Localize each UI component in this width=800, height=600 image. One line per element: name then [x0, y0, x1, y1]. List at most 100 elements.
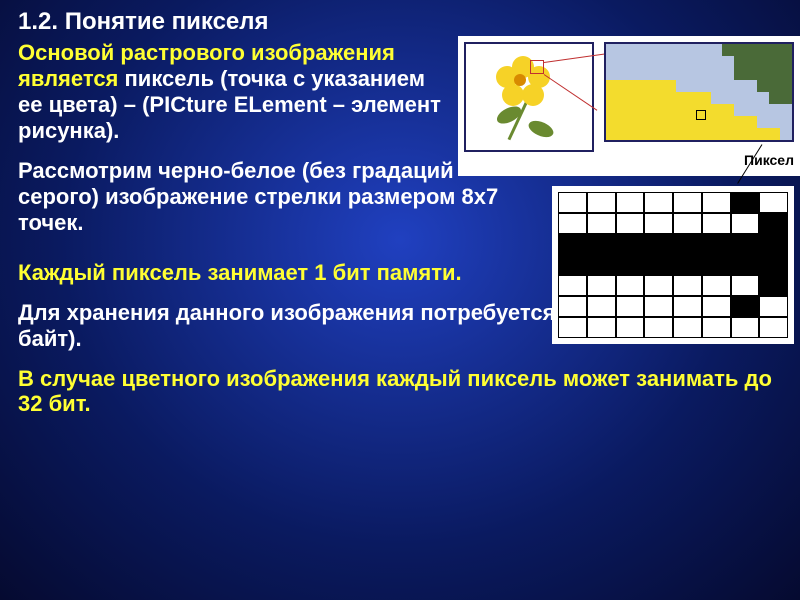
pixel-cell — [780, 92, 792, 104]
bitmap-cell — [731, 296, 760, 317]
sample-region-box — [530, 60, 544, 74]
petal — [522, 84, 544, 106]
bitmap-cell — [587, 255, 616, 276]
pixel-cell — [687, 44, 699, 56]
pixel-cell — [780, 116, 792, 128]
pixel-label: Пиксел — [744, 152, 794, 168]
bitmap-cell — [558, 255, 587, 276]
pixel-cell — [711, 104, 723, 116]
pixel-cell — [653, 128, 665, 140]
pixel-cell — [629, 68, 641, 80]
pixel-cell — [780, 68, 792, 80]
pixel-cell — [629, 104, 641, 116]
pixel-sample-box — [696, 110, 706, 120]
section-title: 1.2. Понятие пикселя — [18, 8, 786, 36]
pixel-cell — [618, 92, 630, 104]
bitmap-cell — [587, 275, 616, 296]
bitmap-cell — [644, 275, 673, 296]
pixel-cell — [606, 116, 618, 128]
bitmap-cell — [558, 213, 587, 234]
pixel-cell — [734, 128, 746, 140]
bitmap-cell — [702, 296, 731, 317]
pixel-cell — [618, 80, 630, 92]
pixel-cell — [699, 44, 711, 56]
pixel-cell — [699, 68, 711, 80]
pixel-cell — [757, 56, 769, 68]
bitmap-cell — [587, 296, 616, 317]
bitmap-cell — [644, 296, 673, 317]
zoom-panel — [604, 42, 794, 142]
pixel-cell — [757, 44, 769, 56]
bitmap-cell — [644, 213, 673, 234]
pixel-cell — [746, 92, 758, 104]
pixel-cell — [606, 92, 618, 104]
pixel-cell — [769, 44, 781, 56]
pixel-cell — [746, 56, 758, 68]
pixel-cell — [757, 68, 769, 80]
pixel-cell — [711, 68, 723, 80]
pixel-cell — [606, 44, 618, 56]
pixel-cell — [746, 68, 758, 80]
pixel-cell — [734, 116, 746, 128]
bitmap-cell — [731, 317, 760, 338]
pixel-cell — [629, 92, 641, 104]
pixel-cell — [606, 68, 618, 80]
pixel-cell — [676, 116, 688, 128]
pixel-cell — [641, 56, 653, 68]
pixel-cell — [746, 128, 758, 140]
bitmap-cell — [673, 213, 702, 234]
pixel-cell — [769, 80, 781, 92]
bitmap-cell — [616, 255, 645, 276]
flower-panel — [464, 42, 594, 152]
bitmap-cell — [702, 192, 731, 213]
bitmap-cell — [644, 317, 673, 338]
bitmap-cell — [673, 192, 702, 213]
bitmap-cell — [616, 275, 645, 296]
pixel-cell — [629, 128, 641, 140]
pixel-cell — [699, 80, 711, 92]
bitmap-cell — [558, 317, 587, 338]
pixel-cell — [629, 56, 641, 68]
bitmap-cell — [759, 192, 788, 213]
pixel-cell — [664, 104, 676, 116]
pixel-cell — [687, 92, 699, 104]
pixel-cell — [618, 68, 630, 80]
bitmap-cell — [759, 296, 788, 317]
bitmap-cell — [558, 296, 587, 317]
bitmap-cell — [759, 275, 788, 296]
pixel-cell — [664, 116, 676, 128]
bitmap-cell — [759, 255, 788, 276]
pixel-cell — [769, 128, 781, 140]
pixel-cell — [618, 104, 630, 116]
pixel-cell — [687, 80, 699, 92]
pixel-cell — [629, 44, 641, 56]
pixel-cell — [722, 68, 734, 80]
pixel-cell — [746, 44, 758, 56]
pixel-cell — [641, 116, 653, 128]
arrow-grid — [558, 192, 788, 338]
pixel-cell — [653, 56, 665, 68]
bitmap-cell — [702, 234, 731, 255]
pixel-cell — [734, 80, 746, 92]
bitmap-cell — [558, 275, 587, 296]
pixel-cell — [757, 116, 769, 128]
pixel-cell — [641, 92, 653, 104]
pixel-cell — [769, 68, 781, 80]
figure-pixel-zoom: Пиксел — [458, 36, 800, 176]
pixel-cell — [711, 56, 723, 68]
bitmap-cell — [759, 234, 788, 255]
pixel-cell — [746, 116, 758, 128]
pixel-cell — [722, 128, 734, 140]
bitmap-cell — [616, 213, 645, 234]
pixel-cell — [699, 56, 711, 68]
pixel-cell — [699, 128, 711, 140]
zoom-line — [544, 74, 598, 111]
bitmap-cell — [731, 234, 760, 255]
bitmap-cell — [616, 234, 645, 255]
paragraph-1: Основой растрового изображения является … — [18, 40, 448, 144]
pixel-cell — [734, 44, 746, 56]
pixel-cell — [664, 92, 676, 104]
bitmap-cell — [673, 296, 702, 317]
pixel-cell — [722, 56, 734, 68]
pixel-cell — [780, 128, 792, 140]
